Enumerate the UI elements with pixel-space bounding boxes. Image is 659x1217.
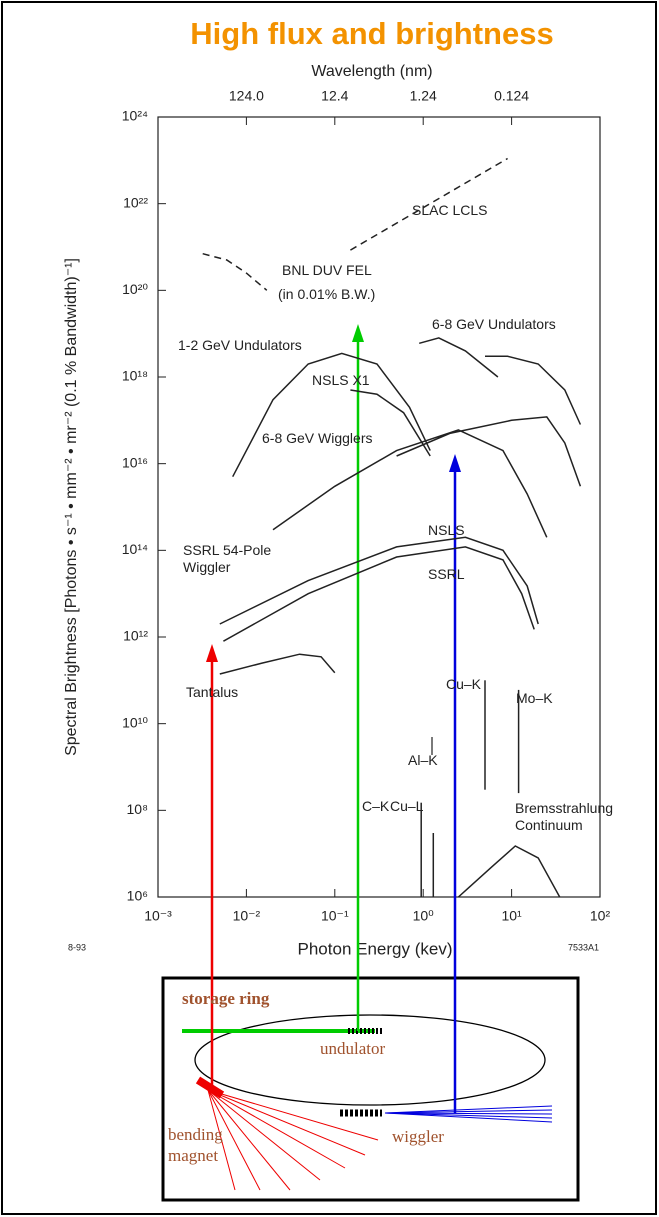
series-line [419,337,582,425]
x2-tick-label: 124.0 [229,88,264,104]
series-line [272,416,582,538]
y-tick-label: 10¹⁰ [122,714,148,730]
y-tick-label: 10⁸ [127,801,149,817]
x-axis-label: Photon Energy (kev) [298,939,453,958]
x2-tick-label: 1.24 [410,88,437,104]
plot-frame [157,116,601,898]
y-tick-label: 10¹⁶ [122,454,148,470]
series-line [202,252,268,291]
x-tick-label: 10⁻² [233,908,261,924]
series-label: Bremsstrahlung Continuum [515,800,614,833]
series-label: NSLS X1 [312,372,370,388]
x2-axis-label: Wavelength (nm) [311,63,432,80]
diagram-label: bending magnet [168,1125,223,1165]
x-tick-label: 10² [590,908,611,924]
y-axis-label: Spectral Brightness [Photons • s⁻¹ • mm⁻… [63,258,80,756]
series-label: 6-8 GeV Undulators [432,316,556,332]
arrowhead [352,324,364,342]
diagram-label: wiggler [392,1127,444,1146]
x2-tick-label: 12.4 [321,88,348,104]
annotation: SSRL 54-Pole Wiggler [183,542,272,575]
note: 8-93 [68,942,86,952]
bending-fan [207,1089,379,1191]
diagram-label: undulator [320,1039,386,1058]
series-label: SSRL [428,566,465,582]
y-tick-label: 10¹² [123,628,148,644]
y-tick-label: 10²⁴ [122,108,148,124]
x-tick-label: 10⁻³ [144,908,172,924]
series-line [232,352,431,478]
series-line [219,536,539,625]
y-tick-label: 10²⁰ [122,281,148,297]
x-tick-label: 10⁰ [413,908,435,924]
note: 7533A1 [568,942,599,952]
x2-tick-label: 0.124 [494,88,529,104]
ring [194,1014,546,1106]
chart-title: High flux and brightness [190,16,553,51]
series-label: 1-2 GeV Undulators [178,337,302,353]
x-tick-label: 10⁻¹ [321,908,349,924]
arrowhead [449,454,461,472]
series-line [219,653,336,675]
series-line [223,546,535,642]
series-line [350,389,431,457]
series-line [457,845,561,898]
series-label: Al–K [408,752,438,768]
y-tick-label: 10¹⁴ [122,541,148,557]
series-line [350,157,508,251]
wiggler-fan [384,1105,553,1123]
series-label: 6-8 GeV Wigglers [262,430,373,446]
y-tick-label: 10¹⁸ [122,368,148,384]
arrowhead [206,644,218,662]
annotation: C–K [362,798,390,814]
x-tick-label: 10¹ [501,908,522,924]
series-label: SLAC LCLS [412,202,488,218]
series-label: BNL DUV FEL [282,262,372,278]
diagram-frame [161,976,580,1202]
series-label: NSLS [428,522,465,538]
annotation: (in 0.01% B.W.) [278,286,376,302]
diagram-label: storage ring [182,989,270,1008]
y-tick-label: 10²² [123,194,148,210]
series-label: Tantalus [186,684,239,700]
series-label: Cu–K [446,676,482,692]
y-tick-label: 10⁶ [127,888,148,904]
series-label: Cu–L [390,798,424,814]
bending-magnet [195,1076,225,1099]
series-label: Mo–K [516,690,553,706]
